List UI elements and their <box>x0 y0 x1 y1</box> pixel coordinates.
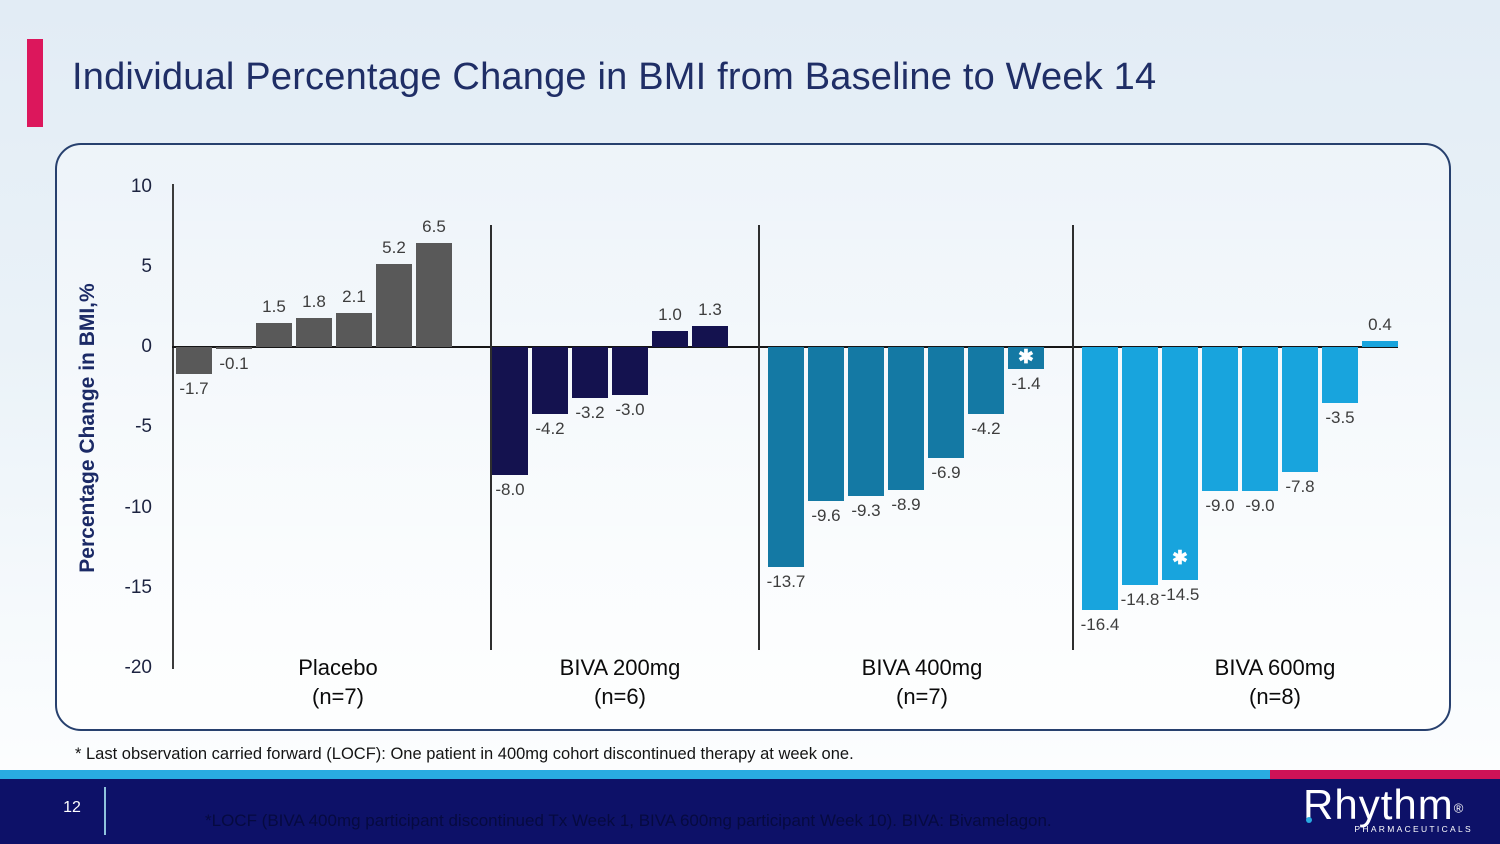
bar-value-label: -16.4 <box>1080 615 1120 635</box>
bar <box>808 347 844 502</box>
bar-value-label: -9.3 <box>851 501 881 521</box>
group-label: BIVA 200mg (n=6) <box>510 653 730 711</box>
bar-value-label: -14.5 <box>1160 584 1200 604</box>
bar <box>256 322 292 347</box>
bar <box>176 347 212 375</box>
bar <box>416 242 452 347</box>
page-title: Individual Percentage Change in BMI from… <box>72 56 1157 98</box>
logo-dot-icon <box>1306 817 1312 823</box>
bar <box>692 326 728 347</box>
bar-value-label: -9.0 <box>1245 496 1275 516</box>
footer-stripe-pink <box>1270 770 1500 779</box>
logo-subtitle: PHARMACEUTICALS <box>1354 824 1473 834</box>
y-tick-label: -10 <box>124 496 152 518</box>
group-name: BIVA 600mg <box>1214 655 1336 680</box>
bar <box>336 313 372 347</box>
bar-value-label: 1.0 <box>658 304 682 324</box>
bar <box>492 347 528 476</box>
group-label: Placebo (n=7) <box>228 653 448 711</box>
bar-value-label: 6.5 <box>422 216 446 236</box>
y-tick-label: 0 <box>141 336 152 357</box>
footer-bar: 12 *LOCF (BIVA 400mg participant discont… <box>0 779 1500 844</box>
group-separator-line <box>758 225 760 650</box>
y-tick-label: -20 <box>124 657 152 678</box>
y-tick-label: -5 <box>135 416 152 438</box>
footer-stripe <box>0 770 1500 779</box>
slide-footnote: * Last observation carried forward (LOCF… <box>75 745 854 763</box>
group-separator-line <box>490 225 492 650</box>
group-n-count: (n=7) <box>896 684 948 709</box>
bar <box>652 330 688 347</box>
bar-value-label: -3.5 <box>1325 408 1355 428</box>
bar-value-label: 5.2 <box>382 237 406 257</box>
bar-value-label: -0.1 <box>219 354 249 373</box>
bar <box>612 347 648 396</box>
group-n-count: (n=8) <box>1249 684 1301 709</box>
bar-value-label: 0.4 <box>1368 314 1392 334</box>
bar <box>1162 347 1198 580</box>
bar-value-label: 1.5 <box>262 296 286 316</box>
bar-value-label: 1.8 <box>302 292 326 312</box>
bar <box>928 347 964 458</box>
y-axis-line <box>172 184 174 669</box>
bar-value-label: -13.7 <box>766 571 806 591</box>
bar-value-label: -3.0 <box>615 400 645 420</box>
bar <box>216 347 252 349</box>
bar <box>1122 347 1158 585</box>
group-label: BIVA 600mg (n=8) <box>1165 653 1385 711</box>
bar-value-label: 1.3 <box>698 300 722 320</box>
y-tick-label: 10 <box>130 175 152 197</box>
bar <box>968 347 1004 415</box>
bar-value-label: -1.7 <box>179 379 209 399</box>
bar <box>1082 347 1118 611</box>
bar-value-label: -1.4 <box>1011 374 1041 394</box>
bar-value-label: -9.0 <box>1205 496 1235 516</box>
bar <box>572 347 608 399</box>
group-n-count: (n=6) <box>594 684 646 709</box>
bar <box>888 347 924 490</box>
bar <box>376 263 412 347</box>
footer-note: *LOCF (BIVA 400mg participant discontinu… <box>205 811 1052 830</box>
bar <box>1282 347 1318 473</box>
group-n-count: (n=7) <box>312 684 364 709</box>
bar-value-label: -9.6 <box>811 506 841 526</box>
bar-value-label: 2.1 <box>342 287 366 307</box>
page-number: 12 <box>63 799 81 816</box>
bar-value-label: -7.8 <box>1285 477 1315 497</box>
group-name: Placebo <box>298 655 378 680</box>
bar <box>1362 340 1398 347</box>
bar-value-label: -4.2 <box>971 419 1001 439</box>
locf-star-icon: ✱ <box>1018 347 1034 369</box>
bar-value-label: -6.9 <box>931 462 961 482</box>
bar-value-label: -8.0 <box>495 480 525 500</box>
registered-trademark-icon: ® <box>1453 800 1464 816</box>
bar <box>848 347 884 497</box>
footer-stripe-cyan <box>0 770 1270 779</box>
rhythm-logo: Rhythm® PHARMACEUTICALS <box>1303 781 1473 834</box>
group-label: BIVA 400mg (n=7) <box>812 653 1032 711</box>
logo-wordmark: Rhythm <box>1303 781 1454 828</box>
group-name: BIVA 400mg <box>861 655 983 680</box>
bar <box>1008 347 1044 370</box>
group-name: BIVA 200mg <box>559 655 681 680</box>
title-accent-bar <box>27 39 43 127</box>
bar <box>768 347 804 567</box>
bar-value-label: -4.2 <box>535 419 565 439</box>
bar <box>532 347 568 415</box>
bar-value-label: -3.2 <box>575 403 605 423</box>
locf-star-icon: ✱ <box>1172 547 1188 569</box>
y-tick-label: -15 <box>124 576 152 598</box>
bar-value-label: -14.8 <box>1120 589 1160 609</box>
footer-separator-line <box>104 787 106 835</box>
bar <box>296 318 332 347</box>
y-tick-label: 5 <box>141 255 152 277</box>
group-separator-line <box>1072 225 1074 650</box>
bar <box>1322 347 1358 404</box>
bar-value-label: -8.9 <box>891 494 921 514</box>
bar <box>1242 347 1278 492</box>
bar <box>1202 347 1238 492</box>
